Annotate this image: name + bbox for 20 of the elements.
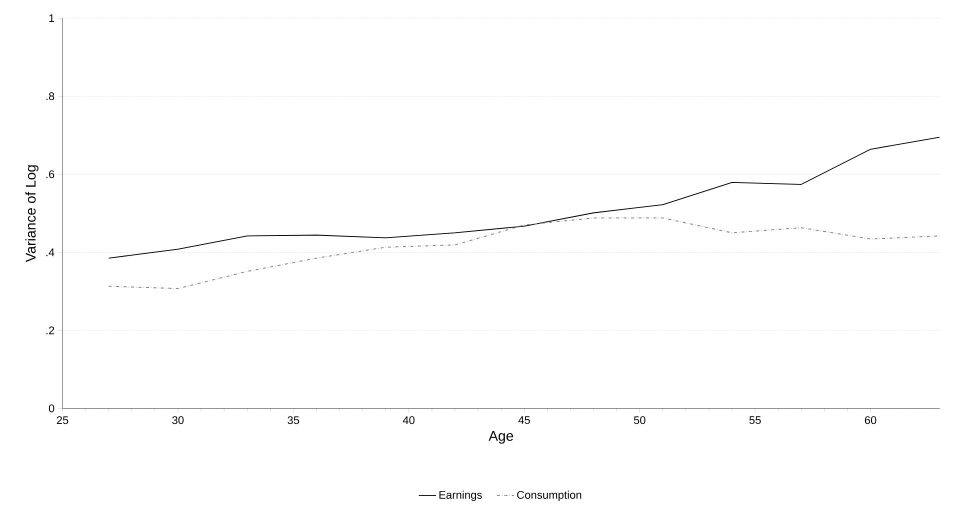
- x-tick-label: 50: [634, 416, 646, 424]
- y-tick-label: .4: [46, 248, 54, 256]
- y-tick-label: 1: [49, 14, 54, 22]
- y-tick-label: .6: [46, 170, 54, 178]
- x-tick-label: 60: [864, 416, 876, 424]
- line-series: [108, 136, 940, 258]
- x-axis-title: Age: [488, 430, 514, 444]
- x-tick-label: 35: [288, 416, 300, 424]
- y-tick-label: 0: [48, 404, 54, 412]
- legend-label: Consumption: [517, 490, 582, 501]
- x-tick-label: 40: [402, 416, 415, 424]
- x-tick-label: 45: [518, 416, 530, 424]
- x-tick-label: 25: [56, 416, 68, 424]
- x-tick-label: 55: [749, 416, 761, 424]
- x-tick-label: 30: [172, 416, 184, 424]
- line-series: [108, 217, 940, 289]
- y-tick-label: .8: [46, 92, 54, 100]
- y-axis-title: Variance of Log: [25, 165, 38, 262]
- legend-label: Earnings: [439, 490, 482, 501]
- y-tick-label: .2: [46, 326, 54, 334]
